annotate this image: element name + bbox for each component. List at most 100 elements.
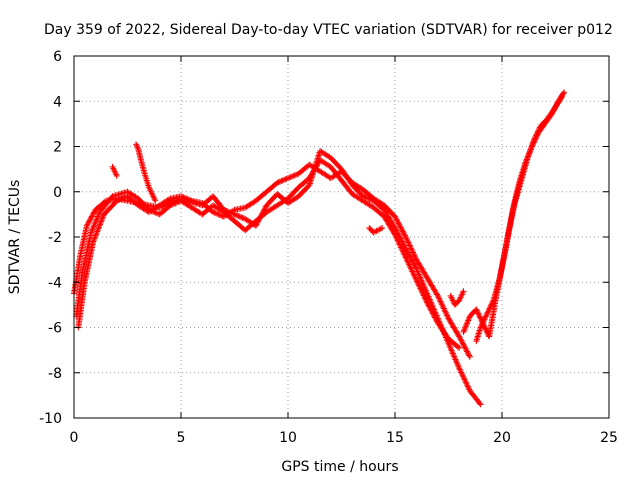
track-5-point <box>464 318 471 325</box>
track-3-point <box>178 193 184 200</box>
track-5-point <box>479 319 486 326</box>
track-3-point <box>461 343 468 350</box>
track-2-point <box>416 284 423 291</box>
track-5-point <box>473 306 480 313</box>
track-2-point <box>396 240 403 247</box>
track-5-point <box>554 99 561 106</box>
track-2-point <box>398 244 405 251</box>
feature-3h-point <box>152 197 159 204</box>
track-1-point <box>415 270 422 277</box>
track-3-point <box>400 229 407 236</box>
y-axis-label: SDTVAR / TECUs <box>7 180 23 295</box>
track-1-point <box>410 260 417 267</box>
track-2-point <box>427 306 434 313</box>
track-3-point <box>97 219 104 226</box>
track-3-point <box>434 291 441 298</box>
track-2-point <box>404 257 411 264</box>
track-1-point <box>454 362 461 369</box>
track-3-point <box>404 236 411 243</box>
track-3-point <box>412 253 419 260</box>
track-2-point <box>95 212 102 219</box>
track-4-point <box>484 310 491 317</box>
track-2-point <box>393 234 400 241</box>
track-5-point <box>534 128 541 135</box>
track-3-point <box>115 197 122 204</box>
track-1-point <box>448 347 455 354</box>
track-1-point <box>85 218 92 225</box>
track-3-point <box>458 337 465 344</box>
track-5-point <box>531 135 538 142</box>
track-1-point <box>456 366 463 373</box>
track-1-point <box>458 370 465 377</box>
track-2-point <box>408 267 415 274</box>
track-1-point <box>459 372 466 379</box>
track-3-point <box>403 235 410 242</box>
track-3-point <box>274 179 281 186</box>
track-3-point <box>394 219 401 226</box>
track-2-point <box>399 247 406 254</box>
track-1-point <box>262 205 269 212</box>
track-1-point <box>404 249 411 256</box>
track-5-point <box>532 133 539 140</box>
track-5-point <box>477 314 484 321</box>
track-2-point <box>415 281 422 288</box>
track-2-point <box>400 248 407 255</box>
track-1-point <box>420 283 427 290</box>
track-2-point <box>422 295 429 302</box>
track-1-point <box>402 245 409 252</box>
y-tick-label: -6 <box>48 321 62 337</box>
track-3-point <box>438 301 445 308</box>
track-1-point <box>460 375 467 382</box>
track-1-point <box>448 346 455 353</box>
track-1-point <box>417 275 424 282</box>
track-5-point <box>531 136 538 143</box>
track-4-point <box>485 308 492 315</box>
track-2-point <box>405 260 412 267</box>
track-1-point <box>456 365 463 372</box>
track-3-point <box>276 178 283 185</box>
track-5-point <box>475 311 482 318</box>
track-1-point <box>449 349 456 356</box>
track-2-point <box>430 311 437 318</box>
feature-14h-point <box>379 224 386 231</box>
track-2-point <box>421 293 428 300</box>
x-tick-label: 10 <box>279 430 297 446</box>
track-5-point <box>553 102 560 109</box>
track-3-point <box>279 177 286 184</box>
track-2-point <box>402 254 409 261</box>
track-2-point <box>406 262 413 269</box>
track-5-point <box>533 132 540 139</box>
track-3-point <box>97 221 104 228</box>
track-3-point <box>401 232 408 239</box>
track-5-point <box>551 104 558 111</box>
track-3-point <box>440 305 447 312</box>
track-3-point <box>411 252 418 259</box>
track-2-point <box>406 261 413 268</box>
track-1-point <box>476 400 483 407</box>
track-2-point <box>424 300 431 307</box>
track-3-point <box>440 304 447 311</box>
track-1-point <box>412 264 419 271</box>
track-2-point <box>397 243 404 250</box>
track-3-point <box>444 314 451 321</box>
track-2-point <box>422 296 429 303</box>
track-1-point <box>90 210 97 217</box>
track-5-point <box>535 127 542 134</box>
track-5-point <box>462 323 469 330</box>
track-1-point <box>85 220 92 227</box>
track-3-point <box>441 306 448 313</box>
track-2-point <box>456 344 463 351</box>
track-2-point <box>89 226 96 233</box>
track-5-point <box>476 313 483 320</box>
feature-14h-point <box>377 225 384 232</box>
track-1-point <box>83 222 90 229</box>
track-2-point <box>89 225 96 232</box>
track-1-point <box>424 292 431 299</box>
track-3-point <box>455 332 462 339</box>
track-1-point <box>89 212 96 219</box>
track-3-point <box>408 246 415 253</box>
track-2-point <box>428 307 435 314</box>
track-2-point <box>419 289 426 296</box>
track-2-point <box>91 220 98 227</box>
track-2-point <box>90 223 97 230</box>
